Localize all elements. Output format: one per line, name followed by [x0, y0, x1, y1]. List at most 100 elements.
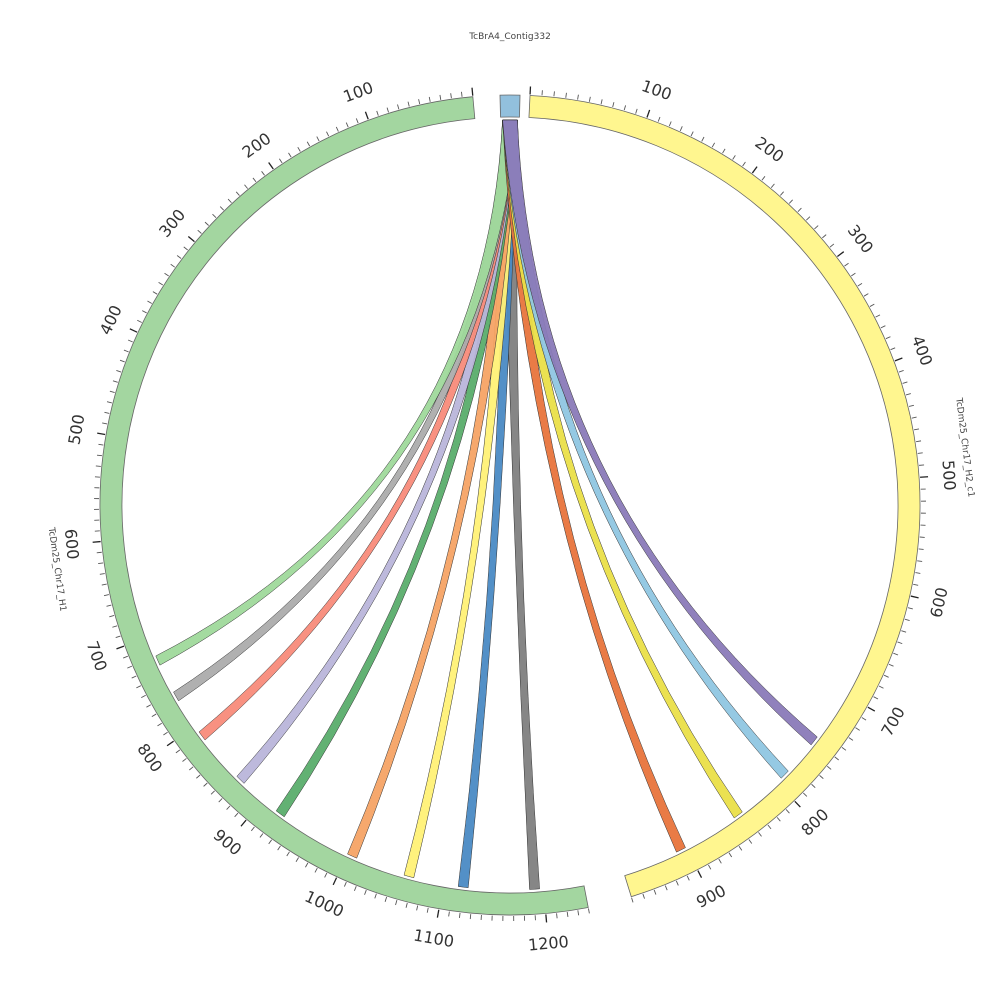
tick-label: 400: [96, 302, 126, 338]
minor-tick: [588, 96, 591, 102]
major-tick: [751, 166, 758, 174]
minor-tick: [326, 131, 330, 137]
minor-tick: [405, 902, 408, 908]
major-tick: [545, 914, 548, 923]
minor-tick: [152, 291, 158, 295]
minor-tick: [314, 867, 318, 873]
minor-tick: [893, 652, 899, 656]
tick-label: 800: [133, 740, 166, 776]
minor-tick: [355, 118, 359, 124]
minor-tick: [278, 158, 283, 164]
minor-tick: [286, 851, 290, 857]
minor-tick: [635, 108, 638, 114]
minor-tick: [316, 136, 320, 142]
minor-tick: [147, 300, 153, 304]
minor-tick: [848, 737, 854, 741]
link-ribbon-5: [275, 119, 518, 818]
minor-tick: [458, 912, 461, 918]
tick-label: 500: [65, 413, 89, 446]
minor-tick: [880, 325, 886, 329]
minor-tick: [908, 404, 914, 407]
minor-tick: [675, 880, 679, 886]
minor-tick: [157, 722, 162, 727]
minor-tick: [106, 401, 112, 404]
minor-tick: [814, 225, 819, 230]
minor-tick: [123, 349, 129, 353]
minor-tick: [806, 216, 811, 221]
major-tick: [436, 909, 440, 918]
minor-tick: [827, 765, 832, 770]
minor-tick: [407, 101, 410, 107]
major-tick: [697, 870, 703, 878]
tick-label: 800: [797, 805, 832, 840]
minor-tick: [226, 805, 231, 810]
minor-tick: [770, 183, 775, 188]
minor-tick: [112, 380, 118, 383]
minor-tick: [235, 191, 240, 196]
tick-label: 700: [83, 639, 111, 674]
minor-tick: [106, 604, 112, 607]
minor-tick: [897, 641, 903, 645]
minor-tick: [196, 774, 201, 779]
minor-tick: [566, 911, 569, 918]
minor-tick: [234, 812, 239, 818]
minor-tick: [718, 858, 722, 864]
minor-tick: [131, 675, 137, 679]
minor-tick: [708, 864, 712, 870]
minor-tick: [210, 790, 215, 795]
major-tick: [116, 645, 125, 650]
tick-label: 1000: [302, 887, 347, 921]
minor-tick: [376, 110, 379, 116]
minor-tick: [890, 347, 896, 351]
minor-tick: [883, 674, 889, 678]
minor-tick: [565, 92, 567, 98]
minor-tick: [918, 548, 924, 550]
tick-label: 600: [61, 528, 83, 560]
minor-tick: [758, 832, 762, 837]
minor-tick: [175, 749, 181, 754]
minor-tick: [212, 213, 217, 219]
minor-tick: [822, 234, 827, 239]
minor-tick: [761, 176, 766, 181]
major-tick: [920, 476, 929, 478]
link-ribbon-6: [236, 119, 518, 784]
minor-tick: [439, 94, 442, 100]
minor-tick: [873, 696, 879, 700]
minor-tick: [395, 900, 398, 906]
minor-tick: [295, 857, 299, 862]
minor-tick: [885, 336, 891, 340]
major-tick: [166, 740, 174, 747]
minor-tick: [353, 885, 357, 891]
major-tick: [187, 236, 195, 243]
minor-tick: [158, 281, 164, 286]
minor-tick: [642, 893, 645, 899]
major-tick: [910, 595, 919, 599]
minor-tick: [869, 303, 875, 307]
minor-tick: [96, 551, 102, 554]
minor-tick: [841, 746, 847, 751]
minor-tick: [556, 913, 558, 919]
minor-tick: [109, 390, 115, 394]
minor-tick: [345, 122, 349, 128]
major-tick: [794, 800, 801, 808]
major-tick: [471, 87, 474, 96]
major-tick: [97, 432, 106, 436]
minor-tick: [878, 685, 884, 689]
minor-tick: [888, 663, 894, 667]
minor-tick: [664, 885, 668, 891]
minor-tick: [98, 562, 104, 565]
minor-tick: [109, 615, 115, 618]
major-tick: [364, 111, 369, 120]
minor-tick: [553, 91, 555, 97]
minor-tick: [426, 907, 429, 913]
minor-tick: [905, 393, 911, 396]
minor-tick: [164, 272, 169, 277]
minor-tick: [123, 655, 128, 659]
minor-tick: [587, 908, 590, 914]
tick-label: 200: [752, 133, 788, 166]
major-tick: [867, 706, 876, 712]
minor-tick: [907, 607, 913, 610]
minor-tick: [612, 102, 615, 108]
minor-tick: [416, 905, 419, 911]
